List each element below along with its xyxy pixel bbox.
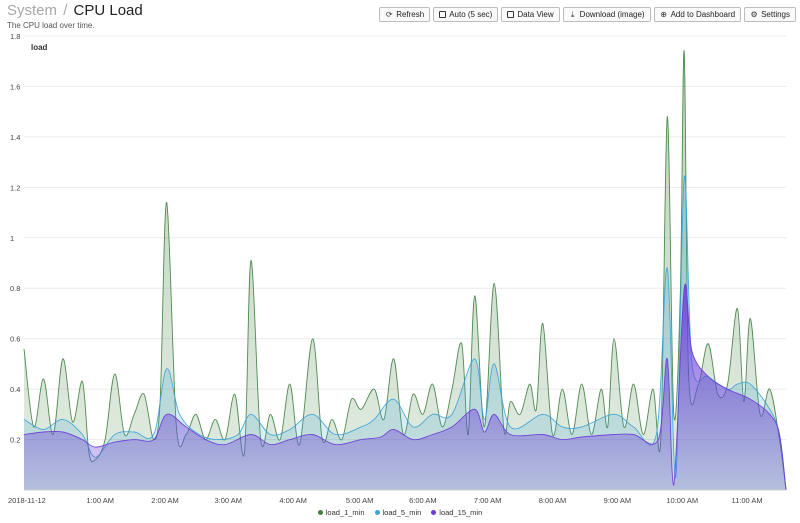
legend-label: load_15_min [439,508,483,517]
y-tick-label: 0.2 [10,436,20,445]
checkbox-icon [439,11,447,18]
auto-refresh-button[interactable]: Auto (5 sec) [433,7,499,22]
y-tick-label: 0.8 [10,284,20,293]
series-line-load_5_min [23,175,787,491]
download-image-button[interactable]: ⤓ Download (image) [562,7,651,22]
checkbox-icon [507,11,515,18]
page-title: System / CPU Load [7,2,143,20]
y-tick-label: 0.4 [10,385,20,394]
cpu-load-chart[interactable]: 0.2 0.4 0.6 0.8 1 1.2 1.4 1.6 1.8 load 2018-11-12… [0,0,800,505]
x-axis: 2018-11-12 1:00 AM 2:00 AM 3:00 AM 4:00 AM 5:… [8,489,786,505]
add-icon: ⊕ [660,9,667,19]
auto-refresh-button-label: Auto (5 sec) [449,10,493,19]
legend-item-load-5-min[interactable]: load_5_min [374,508,422,517]
legend-marker [431,510,437,515]
chart-series [23,50,787,491]
breadcrumb-system[interactable]: System [7,2,58,19]
refresh-icon: ⟳ [385,9,393,19]
y-tick-label: 1 [10,234,14,243]
y-tick-label: 1.8 [10,32,20,41]
series-line-load_15_min [23,283,787,491]
y-axis: 0.2 0.4 0.6 0.8 1 1.2 1.4 1.6 1.8 load [10,32,48,445]
gear-icon: ⚙ [750,9,758,19]
legend-label: load_1_min [325,508,365,517]
chart-legend: load_1_min load_5_min load_15_min [0,508,800,517]
settings-button[interactable]: ⚙ Settings [744,7,796,22]
y-tick-label: 1.4 [10,133,20,142]
data-view-button-label: Data View [517,10,554,19]
x-tick-label: 1:00 AM [86,496,114,505]
x-tick-label: 9:00 AM [604,496,632,505]
refresh-button[interactable]: ⟳ Refresh [379,7,431,22]
legend-marker [317,510,323,515]
x-tick-label: 2018-11-12 [8,496,46,505]
y-axis-label: load [31,43,48,52]
y-tick-label: 1.6 [10,82,20,91]
x-tick-label: 7:00 AM [474,496,502,505]
add-to-dashboard-button-label: Add to Dashboard [670,10,736,19]
y-tick-label: 0.6 [10,335,20,344]
legend-marker [374,510,380,515]
chart-toolbar: ⟳ Refresh Auto (5 sec) Data View ⤓ Downloa… [379,7,796,22]
x-tick-label: 8:00 AM [539,496,567,505]
download-icon: ⤓ [570,9,575,19]
page-subtitle: The CPU load over time. [7,21,95,30]
y-tick-label: 1.2 [10,183,20,192]
x-tick-label: 6:00 AM [409,496,437,505]
settings-button-label: Settings [761,10,790,19]
add-to-dashboard-button[interactable]: ⊕ Add to Dashboard [653,7,742,22]
x-tick-label: 2:00 AM [151,496,179,505]
breadcrumb-current: CPU Load [73,2,143,19]
x-tick-label: 11:00 AM [732,496,763,505]
refresh-button-label: Refresh [396,10,425,19]
breadcrumb-separator: / [63,2,68,19]
legend-label: load_5_min [382,508,422,517]
page-header: System / CPU Load The CPU load over time… [7,2,143,30]
data-view-button[interactable]: Data View [501,7,560,22]
x-tick-label: 4:00 AM [279,496,307,505]
series-area-load_15_min [24,283,786,490]
x-tick-label: 3:00 AM [215,496,243,505]
download-image-button-label: Download (image) [579,10,645,19]
legend-item-load-15-min[interactable]: load_15_min [431,508,482,517]
series-line-load_1_min [23,50,787,491]
x-tick-label: 10:00 AM [666,496,698,505]
x-tick-label: 5:00 AM [346,496,374,505]
legend-item-load-1-min[interactable]: load_1_min [317,508,365,517]
